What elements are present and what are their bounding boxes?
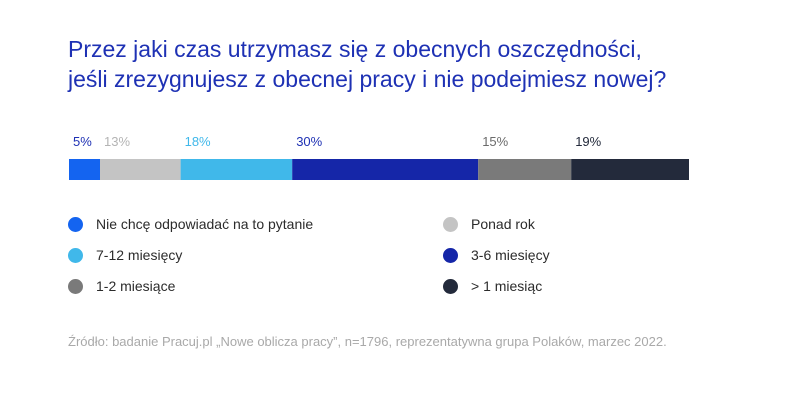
legend-label: > 1 miesiąc — [471, 278, 543, 294]
legend-swatch — [443, 278, 458, 294]
legend-right-item-1: Ponad rok — [443, 216, 535, 232]
bar-segment-label-4: 30% — [296, 134, 322, 149]
legend-label: 1-2 miesiące — [96, 278, 176, 294]
chart-title: Przez jaki czas utrzymasz się z obecnych… — [68, 34, 768, 94]
bar-segment-label-5: 15% — [482, 134, 508, 149]
stacked-bar-chart: 5% 13% 18% 30% 15% 19% — [69, 134, 689, 180]
bar-segment-label-6: 19% — [575, 134, 601, 149]
legend-right-item-2: 3-6 miesięcy — [443, 247, 550, 263]
legend-left-item-3: 1-2 miesiące — [68, 278, 175, 294]
bar-segment-4 — [292, 159, 479, 180]
legend-swatch — [68, 278, 83, 294]
bar-segment-2 — [100, 159, 181, 180]
chart-title-line-1: Przez jaki czas utrzymasz się z obecnych… — [68, 36, 642, 62]
legend-swatch — [68, 216, 83, 232]
legend-right-item-3: > 1 miesiąc — [443, 278, 542, 294]
legend-swatch — [68, 247, 83, 263]
legend-label: Nie chcę odpowiadać na to pytanie — [96, 216, 314, 232]
bar-segment-label-1: 5% — [73, 134, 92, 149]
bar-segment-label-2: 13% — [104, 134, 130, 149]
bar-segment-3 — [180, 159, 293, 180]
bar-segment-label-3: 18% — [185, 134, 211, 149]
bar-segment-5 — [478, 159, 572, 180]
legend-left-item-2: 7-12 miesięcy — [68, 247, 182, 263]
legend-left-item-1: Nie chcę odpowiadać na to pytanie — [68, 216, 313, 232]
bar-segment-6 — [571, 159, 689, 180]
source-note: Źródło: badanie Pracuj.pl „Nowe oblicza … — [68, 334, 667, 349]
legend-swatch — [443, 247, 458, 263]
legend-label: Ponad rok — [471, 216, 535, 232]
legend-label: 3-6 miesięcy — [471, 247, 550, 263]
bar-segment-1 — [69, 159, 100, 180]
legend-label: 7-12 miesięcy — [96, 247, 183, 263]
legend-swatch — [443, 216, 458, 232]
chart-title-line-2: jeśli zrezygnujesz z obecnej pracy i nie… — [68, 66, 667, 92]
